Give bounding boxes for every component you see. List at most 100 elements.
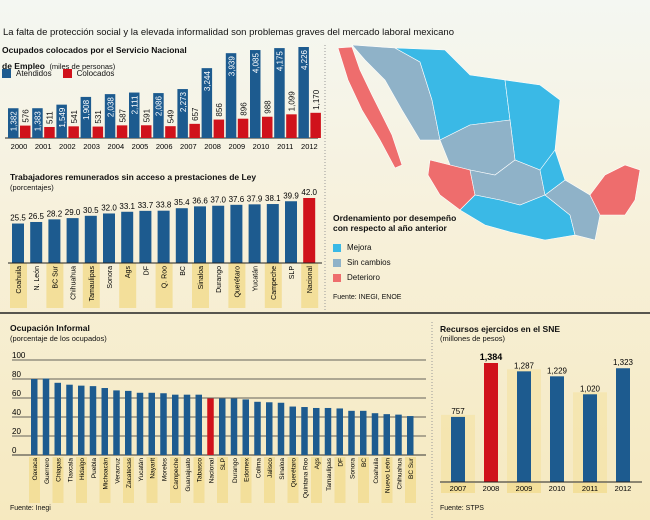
value-label-colocados-2001: 511 (46, 111, 55, 124)
legend-atendidos: Atendidos (16, 69, 52, 78)
bar-SLP (219, 398, 226, 455)
bar-Campeche (172, 394, 179, 455)
year-label-2008: 2008 (204, 142, 221, 151)
bar-Edomex (242, 399, 249, 455)
label-band (217, 457, 228, 503)
bar-colocados-2004 (116, 125, 128, 138)
category-label-Nacional: Nacional (307, 266, 314, 294)
value-label-colocados-2006: 549 (167, 109, 176, 123)
value-label-Yucatán: 37.9 (247, 194, 263, 203)
bar-Campeche (266, 204, 279, 263)
category-label-Querétaro: Querétaro (291, 458, 298, 488)
category-label-Durango: Durango (232, 458, 239, 483)
label-band (119, 263, 137, 308)
category-label-Yucatán: Yucatán (253, 266, 260, 291)
value-label-atendidos-2002: 1,549 (58, 107, 67, 128)
category-label-SLP: SLP (289, 266, 296, 280)
value-label-2007: 757 (451, 407, 465, 416)
sin-cambios-swatch (333, 258, 341, 267)
y-tick-100: 100 (12, 351, 26, 360)
bar-atendidos-2006 (153, 93, 164, 138)
bar-Sonora (348, 410, 355, 455)
chart2-unit: (porcentajes) (10, 183, 54, 192)
label-band (146, 457, 158, 503)
value-label-atendidos-2010: 4,085 (252, 52, 261, 73)
bar-Yucatán (136, 392, 144, 455)
category-label-Guerrero: Guerrero (44, 458, 51, 484)
bar-colocados-2000 (20, 125, 31, 138)
value-label-Coahuila: 25.5 (10, 214, 26, 223)
category-label-Ags: Ags (314, 457, 321, 469)
y-tick-60: 60 (12, 389, 21, 398)
bar-Oaxaca (31, 379, 38, 455)
category-label-Yucatán: Yucatán (138, 458, 145, 482)
deterioro-swatch (333, 273, 341, 282)
year-label-2008: 2008 (483, 484, 500, 493)
label-band (46, 263, 64, 308)
map-southeast (544, 179, 601, 241)
category-label-Colima: Colima (255, 458, 262, 479)
bar-Puebla (89, 386, 97, 455)
category-label-Guanajuato: Guanajuato (185, 458, 192, 492)
value-label-N. León: 26.5 (28, 212, 44, 221)
value-label-Nacional: 42.0 (301, 188, 317, 197)
chart4-source: Fuente: STPS (440, 505, 484, 512)
category-label-DF: DF (143, 266, 150, 275)
legend-item-mejora: Mejora (333, 240, 391, 255)
label-band (228, 263, 246, 308)
year-label-2010: 2010 (549, 484, 566, 493)
bar-Querétaro (230, 204, 243, 263)
map-baja (337, 46, 403, 169)
bar-atendidos-2000 (8, 108, 19, 138)
category-label-Durango: Durango (216, 266, 223, 293)
bar-Zacatecas (125, 390, 132, 455)
chart4-unit: (millones de pesos) (440, 334, 506, 343)
bar-2008 (484, 363, 498, 482)
bar-Coahuila (12, 223, 24, 263)
bar-colocados-2006 (165, 126, 176, 138)
bar-Guerrero (42, 378, 50, 455)
category-label-BC: BC (180, 266, 187, 276)
bar-colocados-2009 (237, 118, 249, 138)
value-label-colocados-2009: 896 (239, 102, 248, 116)
chart3-source: Fuente: Inegi (10, 505, 51, 512)
label-band (311, 457, 322, 503)
chart2-title: Trabajadores remunerados sin acceso a pr… (10, 172, 257, 182)
category-label-Oaxaca: Oaxaca (32, 458, 39, 481)
value-label-atendidos-2009: 3,939 (227, 56, 236, 77)
bar-Tamaulipas (84, 215, 97, 263)
value-label-atendidos-2007: 2,273 (179, 92, 188, 113)
category-label-Ags: Ags (125, 266, 132, 279)
chart3-title: Ocupación Informal (10, 323, 90, 333)
bar-Sonora (103, 213, 115, 263)
chart1-title2: de Empleo (2, 61, 45, 71)
year-label-2005: 2005 (132, 142, 149, 151)
bar-Q. Roo (157, 210, 170, 263)
year-label-2007: 2007 (450, 484, 467, 493)
sin-cambios-label: Sin cambios (347, 258, 391, 267)
legend-colocados: Colocados (76, 69, 115, 78)
label-band (193, 457, 205, 503)
value-label-atendidos-2008: 3,244 (203, 71, 212, 92)
bar-Chihuahua (66, 218, 79, 263)
year-label-2011: 2011 (277, 142, 293, 151)
map-legend-title: Ordenamiento por desempeño (333, 213, 457, 223)
bar-Nacional (303, 198, 316, 263)
value-label-Sonora: 32.0 (101, 203, 117, 212)
legend-item-deterioro: Deterioro (333, 270, 391, 285)
mexico-map (337, 44, 641, 241)
value-label-Q. Roo: 33.8 (156, 201, 172, 210)
bar-atendidos-2003 (80, 96, 92, 138)
bar-2009 (517, 371, 531, 482)
label-band (441, 483, 475, 493)
legend-swatch-colocados (62, 69, 72, 78)
value-label-atendidos-2005: 2,111 (131, 95, 140, 114)
bar-Tamaulipas (324, 407, 332, 455)
value-label-atendidos-2001: 1,383 (34, 111, 43, 132)
value-label-colocados-2000: 576 (22, 109, 31, 123)
label-band (82, 263, 100, 308)
value-label-atendidos-2012: 4,226 (300, 49, 309, 70)
category-label-Sinaloa: Sinaloa (279, 458, 286, 480)
bar-BC (360, 410, 367, 455)
year-label-2001: 2001 (35, 142, 52, 151)
